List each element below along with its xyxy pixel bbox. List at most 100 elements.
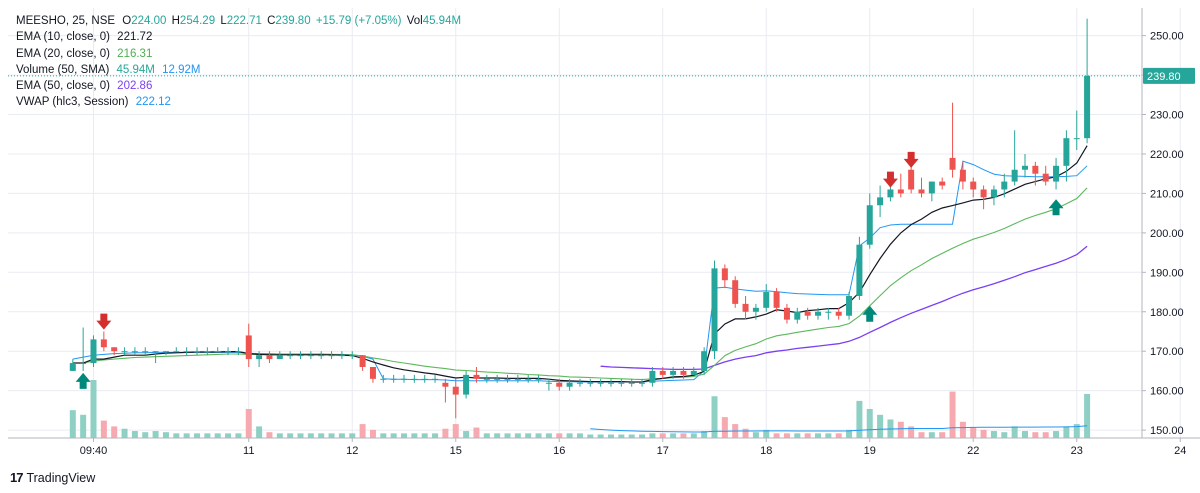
candle-body [214, 351, 221, 353]
time-tick-label: 23 [1071, 445, 1083, 457]
candle-body [1032, 165, 1039, 174]
tradingview-logo[interactable]: 17 TradingView [10, 470, 95, 485]
volume-bar [825, 433, 832, 438]
tradingview-brand: TradingView [26, 470, 96, 485]
candle-body [173, 351, 180, 353]
volume-bar [970, 427, 977, 438]
candle-body [628, 382, 635, 384]
candle-body [670, 370, 677, 375]
volume-bar [494, 433, 501, 438]
volume-bar [959, 421, 966, 438]
volume-bar [980, 429, 987, 438]
ema20-legend[interactable]: EMA (20, close, 0) 216.31 [16, 46, 461, 62]
volume-bar [194, 433, 200, 438]
candle-body [442, 382, 449, 387]
candle-body [256, 355, 263, 360]
volume-bar [256, 426, 263, 438]
volume-sma-value: 12.92M [162, 63, 201, 76]
volume-bar [111, 426, 118, 438]
volume-bar [1073, 424, 1080, 438]
time-tick-label: 22 [967, 445, 979, 457]
candle-body [266, 355, 273, 360]
candle-body [152, 351, 159, 353]
chart-legend: MEESHO, 25, NSE O224.00 H254.29 L222.71 … [16, 13, 461, 111]
ema20-label: EMA (20, close, 0) [16, 47, 110, 60]
candle-body [401, 378, 407, 380]
time-tick-label: 18 [760, 445, 772, 457]
candle-body [618, 382, 625, 384]
candle-body [318, 355, 325, 357]
candle-body [659, 370, 666, 375]
time-tick-label: 24 [1174, 445, 1186, 457]
candle-body [597, 382, 604, 384]
volume-bar [173, 433, 180, 438]
volume-bar [742, 428, 749, 438]
volume-bar [618, 434, 625, 438]
symbol-label[interactable]: MEESHO, 25, NSE [16, 15, 116, 27]
candle-body [556, 382, 563, 387]
volume-bar [380, 433, 387, 438]
candle-body [690, 370, 697, 375]
price-tick-label: 250.00 [1150, 31, 1184, 43]
volume-bar [328, 433, 335, 438]
volume-bar [504, 433, 511, 438]
ema50-line [600, 245, 1088, 371]
sell-arrow-icon [96, 313, 112, 330]
vwap-label: VWAP (hlc3, Session) [16, 96, 129, 109]
candle-body [483, 378, 490, 380]
ohlc-header: MEESHO, 25, NSE O224.00 H254.29 L222.71 … [16, 13, 461, 29]
candle-body [380, 378, 387, 380]
volume-bar [835, 433, 842, 438]
volume-bar [866, 409, 873, 438]
ema50-value: 202.86 [117, 80, 153, 93]
candle-body [1084, 75, 1091, 139]
candle-body [307, 355, 314, 357]
ema10-legend[interactable]: EMA (10, close, 0) 221.72 [16, 29, 461, 45]
price-tick-label: 150.00 [1150, 425, 1184, 437]
low-value: 222.71 [226, 15, 262, 27]
price-tick-label: 220.00 [1150, 149, 1184, 161]
candle-body [887, 189, 894, 198]
time-tick-label: 19 [864, 445, 876, 457]
price-tick-label: 210.00 [1150, 188, 1184, 200]
volume-bar [877, 414, 884, 438]
candle-body [1063, 138, 1070, 166]
candle-body [463, 374, 470, 395]
volume-legend[interactable]: Volume (50, SMA) 45.94M 12.92M [16, 62, 461, 78]
volume-bar [949, 391, 956, 438]
volume-bar [576, 433, 583, 438]
ema10-line [72, 145, 1088, 383]
ema10-label: EMA (10, close, 0) [16, 31, 110, 44]
candle-body [297, 355, 304, 357]
candle-body [877, 197, 884, 206]
volume-bar [1001, 432, 1008, 438]
volume-bar [804, 433, 811, 438]
vwap-legend[interactable]: VWAP (hlc3, Session) 222.12 [16, 94, 461, 110]
candle-body [815, 311, 821, 316]
ema50-legend[interactable]: EMA (50, close, 0) 202.86 [16, 78, 461, 94]
volume-bar [369, 429, 376, 438]
volume-bar [183, 433, 190, 438]
buy-arrow-icon [1048, 199, 1064, 216]
volume-bar [514, 433, 521, 438]
candle-body [452, 386, 459, 395]
volume-bar [276, 433, 283, 438]
candle-body [369, 366, 376, 379]
close-value: 239.80 [275, 15, 311, 27]
time-tick-label: 12 [346, 445, 358, 457]
price-tick-label: 190.00 [1150, 267, 1184, 279]
candle-body [587, 382, 594, 384]
candle-body [711, 268, 718, 352]
candle-body [866, 205, 873, 245]
candle-body [473, 374, 480, 379]
chart-axes: 150.00 160.00 170.00 180.00 190.00 200.00 210.… [8, 8, 1200, 457]
volume-bar [856, 400, 863, 438]
chart-grid [8, 8, 1181, 438]
candle-body [359, 355, 366, 367]
candle-body [276, 355, 283, 360]
volume-bar [794, 433, 801, 438]
candle-body [121, 351, 128, 353]
candle-body [194, 351, 200, 353]
candle-body [949, 157, 956, 170]
